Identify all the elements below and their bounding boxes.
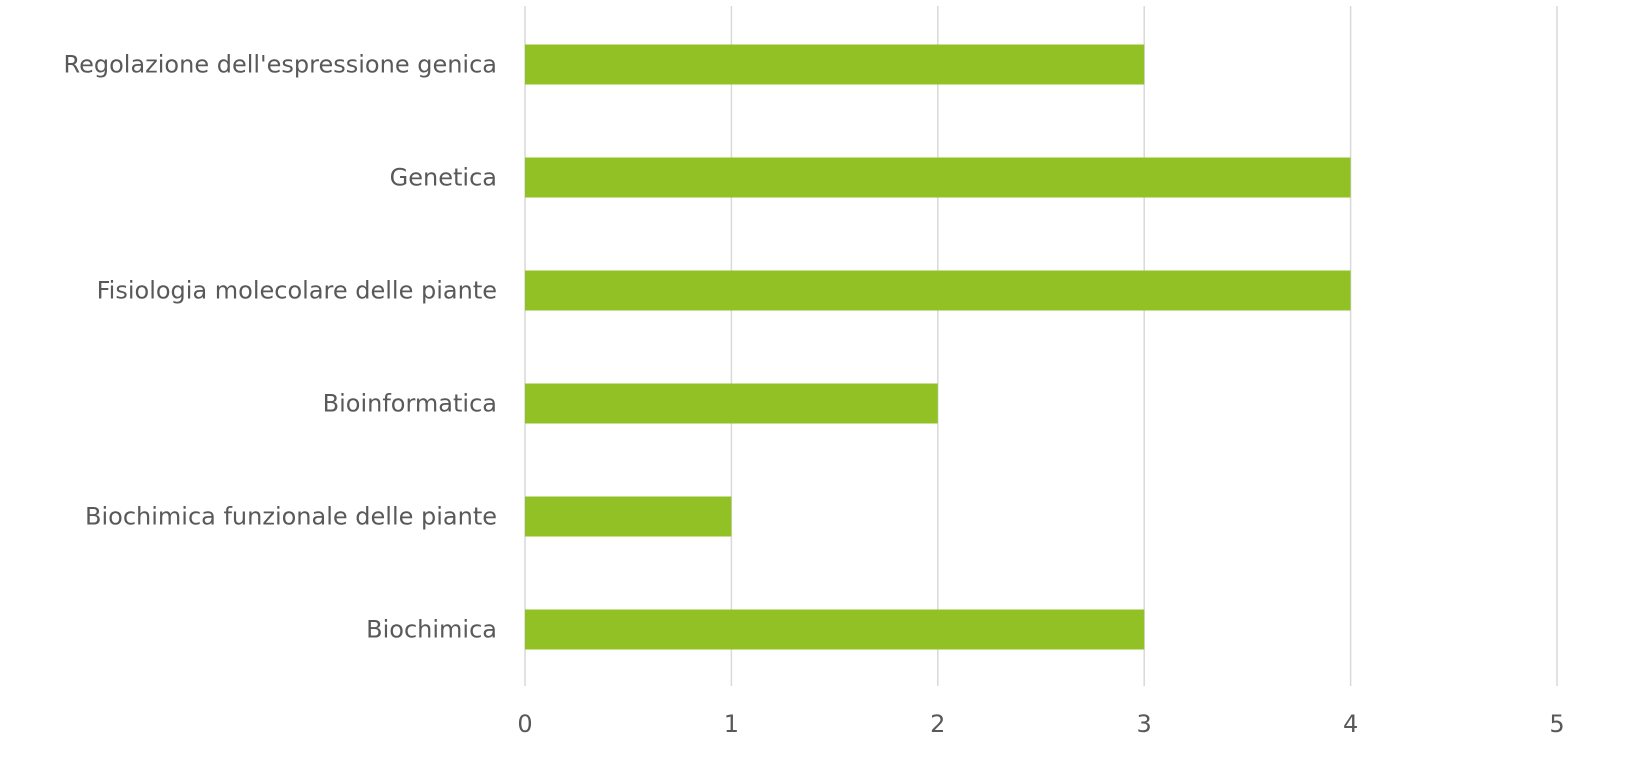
bar — [525, 383, 938, 424]
x-tick-labels: 0 1 2 3 4 5 — [517, 710, 1564, 738]
bars — [525, 44, 1351, 650]
bar — [525, 44, 1145, 85]
gridlines — [524, 6, 1558, 686]
x-tick-label: 0 — [517, 710, 532, 738]
category-labels: Regolazione dell'espressione genica Genet… — [64, 51, 498, 644]
category-label: Regolazione dell'espressione genica — [64, 51, 498, 79]
x-tick-label: 1 — [724, 710, 739, 738]
bar — [525, 609, 1145, 650]
category-label: Biochimica — [366, 616, 497, 644]
x-tick-label: 4 — [1343, 710, 1358, 738]
x-tick-label: 2 — [930, 710, 945, 738]
category-label: Biochimica funzionale delle piante — [85, 503, 497, 531]
bar — [525, 270, 1351, 311]
bar — [525, 157, 1351, 198]
bar — [525, 496, 732, 537]
x-tick-label: 3 — [1137, 710, 1152, 738]
category-label: Bioinformatica — [323, 390, 497, 418]
category-label: Genetica — [390, 164, 497, 192]
category-label: Fisiologia molecolare delle piante — [97, 277, 497, 305]
x-tick-label: 5 — [1549, 710, 1564, 738]
